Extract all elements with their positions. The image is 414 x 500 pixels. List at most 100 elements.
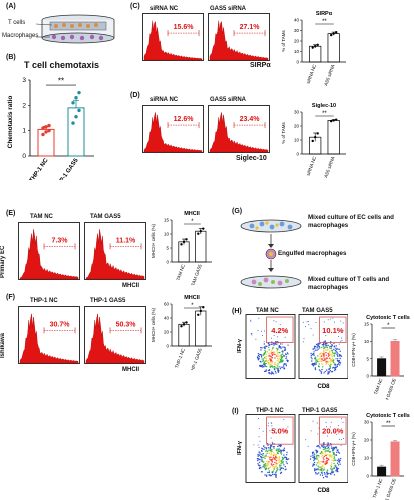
flow-gate-percent: 4.2%	[271, 326, 288, 335]
flow-event	[326, 426, 327, 428]
flow-event	[263, 366, 265, 368]
coculture-diagram	[240, 219, 302, 289]
flow-event	[312, 365, 315, 367]
bar-tick-label: 30	[294, 110, 300, 115]
bar-category-label: siRNA NC	[306, 63, 318, 84]
histogram-fill	[19, 313, 79, 364]
flow-event	[268, 425, 270, 427]
flow-event	[312, 454, 314, 456]
panel-e-label: (E)	[6, 210, 16, 217]
bar-ylabel: CD8+IFN-γ+ (%)	[351, 333, 356, 367]
flow-event	[342, 329, 344, 331]
f-group-nc: THP-1 NC	[30, 298, 58, 304]
flow-event	[343, 437, 344, 439]
flow-event	[283, 454, 285, 456]
flow-event	[340, 457, 342, 460]
flow-gate	[266, 416, 294, 445]
flow-event	[282, 460, 284, 462]
bar-tick-label: 20	[294, 124, 300, 129]
flow-event	[257, 359, 259, 361]
flow-event	[278, 456, 280, 459]
flow-event	[317, 355, 319, 357]
flow-event	[307, 445, 309, 447]
flow-event	[271, 356, 273, 359]
flow-event	[333, 467, 335, 470]
flow-event	[328, 363, 330, 365]
b-tick-label: 3	[22, 77, 26, 84]
flow-event	[323, 358, 326, 360]
flow-event	[269, 458, 271, 460]
g-step3: Mixed culture of T cells and macrophages	[308, 276, 390, 291]
flow-event	[265, 450, 267, 452]
flow-event	[321, 363, 323, 365]
flow-event	[326, 473, 328, 475]
flow-event	[257, 330, 259, 331]
flow-event	[269, 466, 272, 468]
flow-event	[260, 330, 262, 332]
flow-event	[275, 428, 276, 430]
bar	[178, 323, 190, 347]
sirpa-bar-chart: SIRPα % of TAMs 0 10 20 30 40 siRNA NC GAS5 siRN…	[281, 11, 346, 86]
flow-event	[331, 459, 334, 462]
flow-event	[317, 433, 319, 435]
flow-event	[307, 321, 309, 322]
flow-event	[281, 449, 283, 452]
flow-event	[320, 461, 322, 463]
flow-event	[283, 447, 286, 449]
bar-tick-label: 30	[294, 28, 300, 33]
flow-event	[264, 330, 265, 332]
flow-event	[280, 347, 282, 350]
flow-event	[260, 355, 263, 357]
flow-event	[269, 363, 272, 366]
flow-event	[325, 454, 327, 457]
flow-event	[283, 367, 285, 370]
d-group-nc: siRNA NC	[150, 97, 179, 103]
flow-event	[284, 349, 287, 351]
flow-event	[329, 351, 331, 354]
flow-event	[319, 474, 322, 476]
bar-category-label: THP-1 NC	[174, 347, 186, 369]
flow-event	[338, 459, 340, 461]
flow-event	[336, 358, 339, 360]
flow-event	[333, 348, 335, 350]
flow-event	[264, 463, 267, 465]
flow-event	[268, 452, 270, 455]
gate-percent: 27.1%	[240, 24, 261, 31]
h-group-gas5: TAM GAS5	[302, 308, 333, 314]
flow-event	[323, 356, 325, 358]
flow-event	[325, 345, 327, 347]
bar-tick-label: 10	[294, 138, 300, 143]
flow-event	[302, 341, 304, 343]
flow-event	[268, 471, 270, 474]
gate-percent: 23.4%	[240, 116, 261, 123]
flow-event	[319, 360, 322, 362]
flow-event	[264, 347, 267, 349]
flow-event	[308, 324, 310, 326]
flow-event	[326, 453, 329, 456]
flow-event	[276, 347, 278, 350]
flow-event	[336, 359, 339, 362]
flow-event	[341, 340, 343, 342]
flow-event	[309, 458, 312, 460]
flow-event	[279, 361, 281, 363]
flow-event	[327, 344, 329, 347]
flow-event	[338, 425, 340, 427]
flow-event	[286, 451, 288, 454]
flow-event	[330, 467, 332, 470]
flow-event	[326, 360, 328, 363]
flow-event	[325, 357, 328, 359]
flow-event	[250, 319, 252, 321]
flow-event	[326, 357, 329, 359]
flow-event	[330, 421, 332, 423]
bar-tick-label: 15	[164, 218, 170, 223]
flow-event	[257, 353, 260, 355]
bar-tick-label: 30	[364, 420, 370, 425]
b-category-label: THP-1 GAS5	[54, 157, 80, 180]
flow-event	[258, 467, 261, 470]
histogram-fill	[85, 229, 145, 280]
flow-event	[258, 451, 260, 453]
bar-category-label: TAM GAS5 OE	[382, 378, 397, 400]
flow-xlabel: CD8	[317, 384, 330, 390]
flow-event	[272, 366, 274, 368]
flow-event	[277, 449, 280, 451]
